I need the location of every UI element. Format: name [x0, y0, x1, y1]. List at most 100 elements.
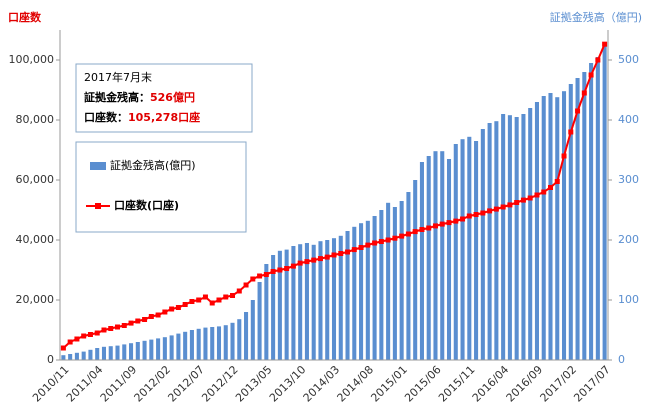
- bar: [419, 162, 424, 360]
- line-marker: [500, 204, 506, 210]
- bar: [352, 226, 357, 360]
- bar: [291, 246, 296, 360]
- line-marker: [182, 302, 188, 307]
- bar: [81, 351, 86, 360]
- bar: [331, 238, 337, 360]
- line-marker: [358, 245, 364, 250]
- line-marker: [169, 306, 175, 312]
- annotation-margin-label: 証拠金残高：: [84, 90, 150, 104]
- bar: [534, 102, 539, 360]
- bar: [433, 151, 438, 360]
- line-marker: [392, 235, 398, 241]
- line-marker: [439, 221, 445, 227]
- bar: [480, 129, 485, 360]
- bar: [602, 44, 607, 361]
- line-marker: [575, 108, 581, 114]
- line-marker: [223, 294, 229, 300]
- bar: [183, 331, 188, 360]
- line-marker: [142, 317, 148, 322]
- bar: [595, 57, 600, 360]
- bar: [568, 84, 573, 360]
- line-marker: [108, 326, 114, 331]
- y-tick-label: 0: [47, 353, 54, 366]
- line-marker: [460, 216, 466, 222]
- bar: [122, 344, 127, 360]
- line-marker: [81, 333, 87, 339]
- line-marker: [257, 273, 263, 279]
- line-marker: [148, 314, 154, 319]
- line-marker: [487, 208, 493, 214]
- bar: [359, 223, 364, 360]
- line-marker: [128, 320, 134, 326]
- bar: [311, 244, 316, 360]
- line-marker: [507, 202, 513, 208]
- annotation-margin-value: 526億円: [150, 90, 195, 104]
- bar: [176, 333, 181, 360]
- line-marker: [520, 197, 526, 203]
- line-marker: [602, 41, 608, 47]
- bar: [460, 139, 465, 360]
- legend-label: 口座数(口座): [114, 198, 179, 212]
- bar: [379, 210, 384, 360]
- bar: [142, 340, 147, 360]
- y-tick-label: 20,000: [16, 293, 55, 306]
- bar: [298, 244, 303, 360]
- y-tick-label: 100,000: [9, 53, 55, 66]
- bar: [589, 63, 594, 360]
- line-marker: [453, 218, 459, 224]
- x-tick-label: 2017/02: [538, 363, 580, 405]
- line-marker: [67, 339, 73, 345]
- bar: [61, 355, 66, 360]
- line-marker: [284, 266, 290, 271]
- bar: [467, 136, 472, 360]
- line-marker: [236, 288, 242, 294]
- line-marker: [541, 189, 547, 195]
- line-marker: [534, 192, 540, 198]
- bar: [108, 346, 113, 360]
- bar: [156, 338, 161, 360]
- line-marker: [372, 240, 378, 246]
- line-marker: [547, 185, 553, 190]
- bar: [264, 264, 269, 360]
- y-tick-label: 60,000: [16, 173, 55, 186]
- bar: [365, 220, 370, 360]
- annotation-accounts-label: 口座数：: [84, 110, 128, 124]
- bar: [555, 97, 560, 360]
- bar: [223, 325, 228, 360]
- line-marker: [317, 256, 323, 262]
- bar: [318, 241, 323, 360]
- x-tick-label: 2015/11: [436, 363, 478, 405]
- bar: [203, 327, 208, 360]
- line-marker: [304, 259, 310, 265]
- legend-swatch: [90, 162, 106, 170]
- line-marker: [290, 263, 296, 269]
- bar: [210, 327, 215, 360]
- x-tick-label: 2011/09: [98, 363, 140, 405]
- y-tick-label: 80,000: [16, 113, 55, 126]
- line-marker: [196, 297, 202, 303]
- line-marker: [473, 212, 479, 217]
- bar: [68, 354, 73, 360]
- bar: [284, 249, 289, 360]
- bar: [277, 250, 282, 360]
- bar: [514, 117, 519, 360]
- bar: [325, 240, 330, 360]
- x-tick-label: 2014/03: [301, 363, 343, 405]
- line-marker: [554, 179, 560, 184]
- bar: [575, 78, 580, 360]
- bar: [487, 123, 492, 360]
- line-marker: [345, 249, 351, 255]
- bar: [507, 115, 512, 360]
- line-marker: [493, 206, 499, 212]
- annotation-margin: 証拠金残高：526億円: [84, 90, 195, 104]
- line-marker: [250, 276, 256, 282]
- line-marker: [595, 57, 601, 63]
- line-marker: [189, 299, 195, 304]
- bar: [189, 330, 194, 360]
- x-tick-label: 2015/06: [402, 363, 444, 405]
- x-tick-label: 2017/07: [571, 363, 613, 405]
- line-marker: [365, 242, 371, 248]
- line-marker: [405, 231, 411, 237]
- line-marker: [399, 233, 405, 239]
